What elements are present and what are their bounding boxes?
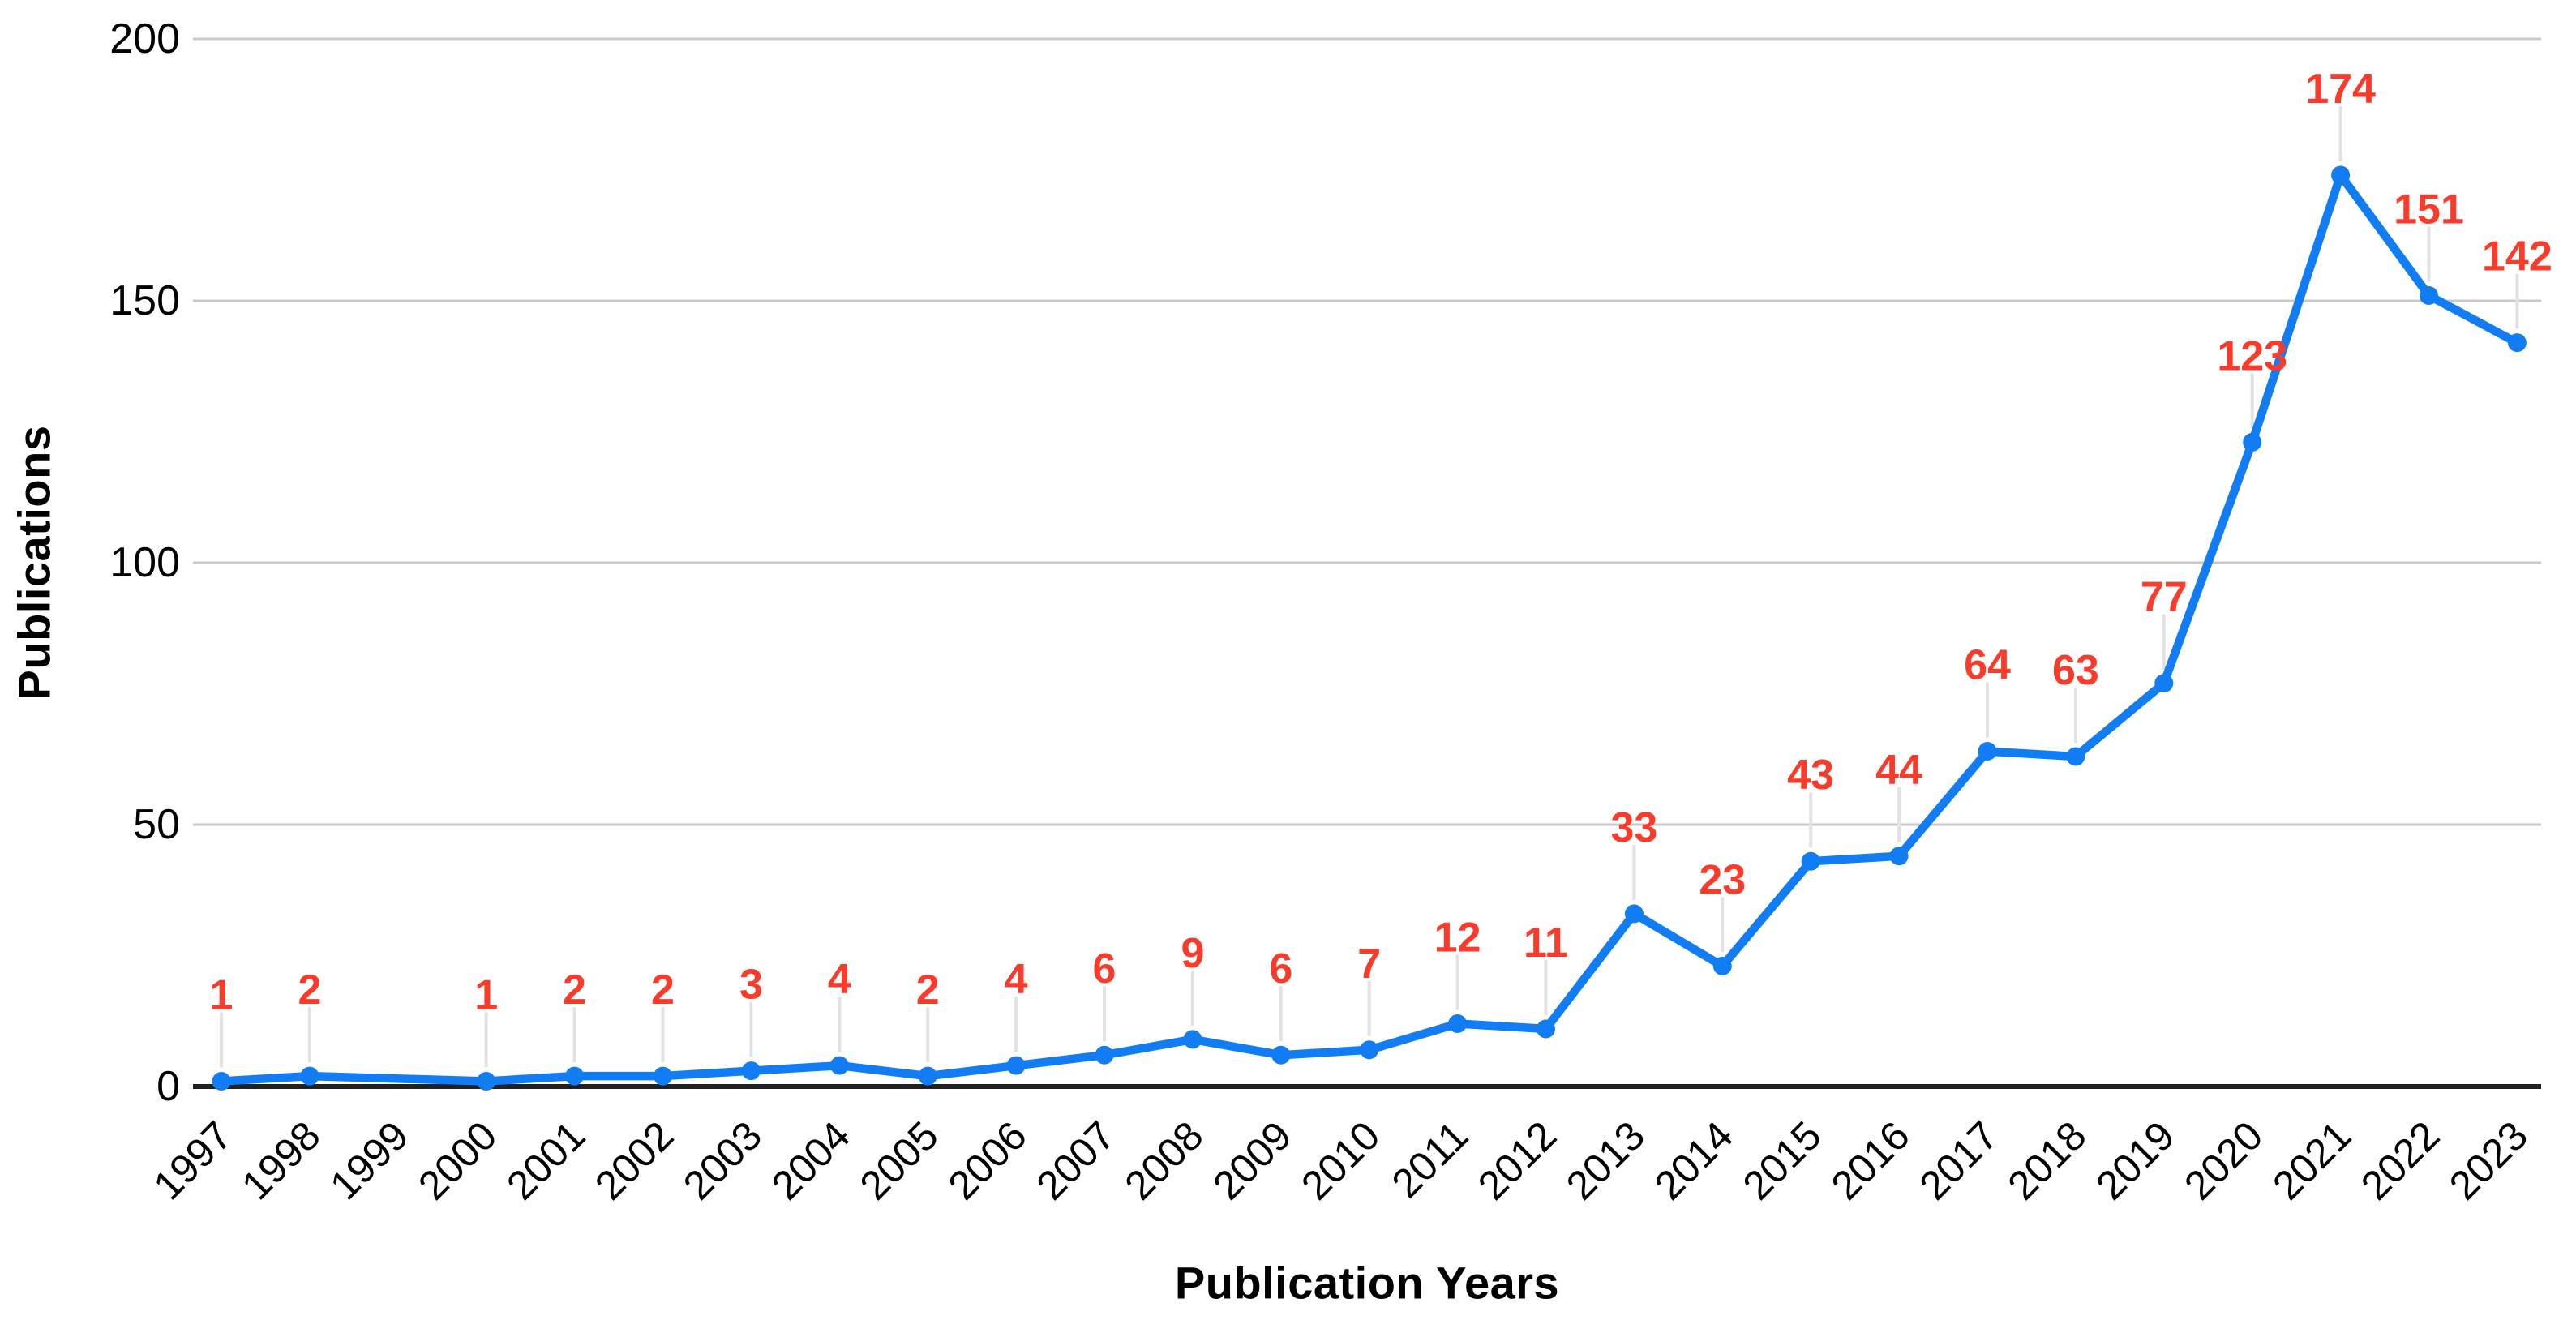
data-point-marker: [1271, 1045, 1291, 1065]
data-value-label: 6: [1093, 945, 1117, 992]
data-point-marker: [2331, 165, 2351, 185]
data-value-label: 1: [474, 972, 498, 1019]
data-point-marker: [565, 1066, 585, 1086]
data-value-label: 2: [916, 967, 940, 1014]
data-value-label: 151: [2394, 186, 2464, 234]
data-value-label: 7: [1357, 941, 1381, 988]
x-tick-label: 2002: [586, 1112, 682, 1208]
x-tick-label: 2011: [1383, 1112, 1477, 1207]
data-point-marker: [1095, 1045, 1114, 1065]
data-point-marker: [1801, 851, 1820, 871]
data-value-label: 12: [1434, 914, 1481, 961]
data-value-label: 63: [2052, 647, 2099, 694]
y-tick-label: 200: [109, 15, 180, 62]
data-point-marker: [1448, 1014, 1468, 1033]
x-tick-label: 2010: [1292, 1112, 1388, 1208]
x-tick-label: 2008: [1116, 1112, 1211, 1208]
publications-trend-line: [216, 170, 2522, 1086]
data-value-label: 11: [1524, 919, 1568, 967]
y-axis-title: Publications: [8, 425, 60, 701]
data-value-label: 44: [1875, 747, 1922, 794]
data-value-label: 2: [563, 967, 586, 1014]
data-value-label: 2: [651, 967, 675, 1014]
x-tick-label: 2017: [1911, 1112, 2007, 1208]
x-tick-label: 1997: [145, 1112, 241, 1208]
x-tick-label: 2006: [940, 1112, 1035, 1208]
data-point-marker: [1889, 847, 1909, 866]
data-point-marker: [2066, 747, 2085, 766]
data-point-marker: [1712, 956, 1732, 975]
x-tick-label: 1998: [233, 1112, 328, 1208]
data-point-marker: [300, 1066, 319, 1086]
data-value-label: 9: [1181, 930, 1204, 977]
x-tick-label: 2019: [2087, 1112, 2183, 1208]
data-point-marker: [1006, 1056, 1026, 1075]
data-point-marker: [2243, 432, 2262, 452]
data-point-marker: [2154, 674, 2174, 693]
data-point-marker: [741, 1061, 761, 1081]
data-value-label: 174: [2305, 66, 2376, 113]
data-point-marker: [1537, 1019, 1555, 1039]
data-point-marker: [1624, 904, 1644, 924]
x-tick-label: 1999: [321, 1112, 417, 1208]
data-value-label: 64: [1964, 642, 2011, 689]
x-tick-label: 2000: [409, 1112, 505, 1208]
data-value-label: 3: [739, 962, 763, 1009]
data-value-label: 6: [1269, 945, 1292, 992]
data-value-label: 123: [2217, 332, 2287, 379]
data-point-marker: [1360, 1040, 1379, 1060]
x-tick-label: 2020: [2175, 1112, 2271, 1208]
x-tick-label: 2009: [1204, 1112, 1300, 1208]
data-point-marker: [1978, 742, 1997, 761]
x-tick-label: 2023: [2441, 1112, 2536, 1208]
data-value-label: 142: [2482, 234, 2552, 281]
x-tick-label: 2012: [1469, 1112, 1565, 1208]
data-value-label: 43: [1787, 752, 1834, 799]
x-tick-label: 2014: [1646, 1112, 1742, 1208]
x-tick-label: 2018: [1999, 1112, 2094, 1208]
data-value-label: 33: [1610, 804, 1657, 851]
data-point-marker: [1183, 1030, 1202, 1049]
data-point-marker: [654, 1066, 672, 1086]
data-value-label: 4: [828, 956, 851, 1003]
x-tick-label: 2016: [1823, 1112, 1918, 1208]
data-point-marker: [212, 1072, 231, 1091]
data-value-label: 23: [1699, 856, 1746, 903]
data-value-label: 77: [2141, 574, 2188, 621]
x-tick-label: 2003: [675, 1112, 770, 1208]
x-tick-label: 2015: [1734, 1112, 1830, 1208]
data-value-label: 1: [210, 972, 234, 1019]
x-tick-label: 2004: [763, 1112, 859, 1208]
data-point-marker: [2420, 286, 2438, 306]
data-point-marker: [829, 1056, 849, 1075]
x-tick-label: 2001: [498, 1112, 594, 1208]
x-tick-label: 2022: [2352, 1112, 2448, 1208]
data-value-label: 2: [298, 967, 321, 1014]
y-tick-label: 150: [109, 277, 180, 324]
x-tick-label: 2013: [1558, 1112, 1653, 1208]
x-axis-title: Publication Years: [1174, 1257, 1560, 1309]
y-tick-label: 50: [133, 801, 180, 848]
y-tick-label: 100: [109, 539, 180, 586]
data-value-label: 4: [1005, 956, 1028, 1003]
x-tick-label: 2007: [1028, 1112, 1124, 1208]
y-tick-label: 0: [156, 1063, 180, 1110]
data-point-marker: [477, 1072, 496, 1091]
data-point-marker: [2507, 333, 2527, 353]
x-tick-label: 2021: [2264, 1112, 2360, 1208]
x-tick-label: 2005: [851, 1112, 947, 1208]
data-point-marker: [918, 1066, 937, 1086]
